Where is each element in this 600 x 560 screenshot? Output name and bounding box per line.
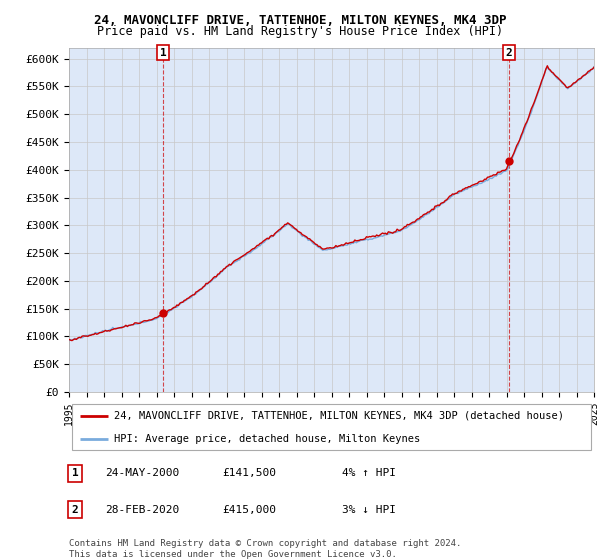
Text: Contains HM Land Registry data © Crown copyright and database right 2024.
This d: Contains HM Land Registry data © Crown c… (69, 539, 461, 559)
Text: 1: 1 (71, 468, 79, 478)
Text: 4% ↑ HPI: 4% ↑ HPI (342, 468, 396, 478)
Text: 2: 2 (71, 505, 79, 515)
Text: 2: 2 (506, 48, 512, 58)
Text: 24-MAY-2000: 24-MAY-2000 (105, 468, 179, 478)
Text: 28-FEB-2020: 28-FEB-2020 (105, 505, 179, 515)
Text: Price paid vs. HM Land Registry's House Price Index (HPI): Price paid vs. HM Land Registry's House … (97, 25, 503, 38)
Text: £415,000: £415,000 (222, 505, 276, 515)
Text: 1: 1 (160, 48, 167, 58)
Text: 3% ↓ HPI: 3% ↓ HPI (342, 505, 396, 515)
Text: HPI: Average price, detached house, Milton Keynes: HPI: Average price, detached house, Milt… (113, 434, 420, 444)
Text: 24, MAVONCLIFF DRIVE, TATTENHOE, MILTON KEYNES, MK4 3DP: 24, MAVONCLIFF DRIVE, TATTENHOE, MILTON … (94, 14, 506, 27)
FancyBboxPatch shape (71, 404, 592, 450)
Text: £141,500: £141,500 (222, 468, 276, 478)
Text: 24, MAVONCLIFF DRIVE, TATTENHOE, MILTON KEYNES, MK4 3DP (detached house): 24, MAVONCLIFF DRIVE, TATTENHOE, MILTON … (113, 410, 563, 421)
